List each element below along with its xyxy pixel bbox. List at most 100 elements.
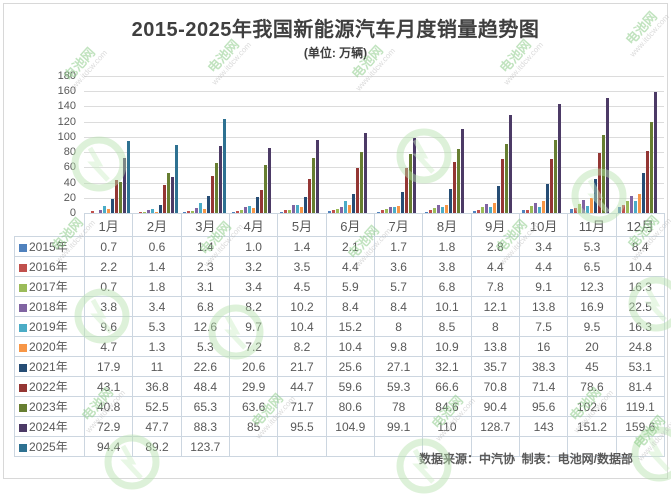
plot-area xyxy=(84,76,664,213)
bar xyxy=(448,188,452,213)
bar xyxy=(259,190,263,213)
table-row: 2020年 4.7 1.3 5.3 7.2 8.2 10.4 9.8 10.9 13.8 16 20 2… xyxy=(14,336,665,357)
bar xyxy=(340,206,344,213)
value-cell: 4.4 xyxy=(518,256,569,277)
bar xyxy=(642,172,646,213)
value-cell: 66.6 xyxy=(422,376,472,397)
value-cell: 52.5 xyxy=(132,396,182,417)
bar xyxy=(533,202,537,213)
value-cell: 70.8 xyxy=(470,376,520,397)
bar xyxy=(199,203,203,213)
year-legend-cell: 2018年 xyxy=(14,296,85,317)
month-header-cell: 12月 xyxy=(615,213,665,237)
bar xyxy=(166,173,170,213)
bar xyxy=(626,200,630,213)
bar xyxy=(344,201,348,213)
month-header-cell: 11月 xyxy=(567,213,617,237)
chart-card: 2015-2025年我国新能源汽车月度销量趋势图 (单位: 万辆) 180 160… xyxy=(3,3,671,494)
month-header-cell: 1月 xyxy=(83,213,134,237)
year-legend-cell: 2017年 xyxy=(14,276,85,297)
bar xyxy=(585,205,589,213)
value-cell: 22.5 xyxy=(615,296,665,317)
value-cell: 8.4 xyxy=(373,296,424,317)
y-tick-label: 40 xyxy=(63,176,76,189)
legend-swatch xyxy=(19,384,27,392)
value-cell: 3.8 xyxy=(422,256,472,277)
value-cell: 3.1 xyxy=(180,276,230,297)
bar xyxy=(219,145,223,213)
bar xyxy=(529,206,533,213)
bar xyxy=(187,211,191,213)
bar xyxy=(154,212,158,213)
value-cell: 6.5 xyxy=(567,256,617,277)
value-cell: 3.6 xyxy=(373,256,424,277)
bar xyxy=(243,206,247,213)
gridline xyxy=(84,137,664,138)
value-cell: 12.6 xyxy=(180,316,230,337)
bar xyxy=(142,211,146,213)
bar xyxy=(207,195,211,213)
table-row: 2016年 2.2 1.4 2.3 3.2 3.5 4.4 3.6 3.8 4.4 4.4 6.5 10… xyxy=(14,256,665,277)
year-legend-cell: 2025年 xyxy=(14,436,85,457)
value-cell: 13.8 xyxy=(470,336,520,357)
value-cell: 71.7 xyxy=(277,396,327,417)
value-cell xyxy=(277,436,327,457)
year-legend-cell: 2019年 xyxy=(14,316,85,337)
bar xyxy=(432,207,436,213)
legend-swatch xyxy=(19,404,27,412)
value-cell: 9.1 xyxy=(518,276,569,297)
value-cell: 53.1 xyxy=(615,356,665,377)
month-header-cell: 9月 xyxy=(470,213,520,237)
bar xyxy=(577,203,581,213)
legend-swatch xyxy=(19,344,27,352)
bar xyxy=(94,212,98,213)
bar xyxy=(384,208,388,213)
value-cell: 128.7 xyxy=(470,416,520,437)
year-legend-cell: 2023年 xyxy=(14,396,85,417)
value-cell: 1.4 xyxy=(277,236,327,257)
bar xyxy=(380,210,384,213)
value-cell: 1.3 xyxy=(132,336,182,357)
bar xyxy=(239,210,243,213)
value-cell: 151.2 xyxy=(567,416,617,437)
bar xyxy=(497,185,501,213)
value-cell: 16.9 xyxy=(567,296,617,317)
bar xyxy=(605,97,609,213)
value-cell: 63.6 xyxy=(228,396,279,417)
bar xyxy=(392,206,396,213)
value-cell: 13.8 xyxy=(518,296,569,317)
bar xyxy=(428,210,432,213)
bar xyxy=(118,181,122,213)
bar xyxy=(203,209,207,213)
value-cell: 16.3 xyxy=(615,276,665,297)
value-cell: 78.6 xyxy=(567,376,617,397)
bar-group xyxy=(132,76,180,213)
value-cell: 1.7 xyxy=(373,236,424,257)
value-cell: 21.7 xyxy=(277,356,327,377)
y-tick-label: 100 xyxy=(57,130,76,143)
table-header-row: 1月 2月 3月 4月 5月 6月 7月 8月 9月 10月 11月 12月 xyxy=(15,213,665,237)
value-cell: 95.5 xyxy=(277,416,327,437)
bar xyxy=(215,163,219,213)
bar xyxy=(162,185,166,213)
bar xyxy=(477,209,481,213)
bar xyxy=(545,183,549,213)
value-cell: 1.4 xyxy=(180,236,230,257)
value-cell: 38.3 xyxy=(518,356,569,377)
bar xyxy=(170,176,174,213)
year-legend-cell: 2020年 xyxy=(14,336,85,357)
bar xyxy=(501,159,505,213)
bar xyxy=(509,115,513,213)
bar xyxy=(646,151,650,213)
year-label: 2022年 xyxy=(29,380,68,394)
month-header-cell: 5月 xyxy=(277,213,327,237)
bar xyxy=(549,158,553,213)
value-cell: 102.6 xyxy=(567,396,617,417)
value-cell: 143 xyxy=(518,416,569,437)
bar xyxy=(295,205,299,213)
value-cell: 15.2 xyxy=(325,316,375,337)
bar-groups xyxy=(84,76,664,213)
bar-group xyxy=(84,76,132,213)
bar-group xyxy=(229,76,277,213)
value-cell: 22.6 xyxy=(180,356,230,377)
